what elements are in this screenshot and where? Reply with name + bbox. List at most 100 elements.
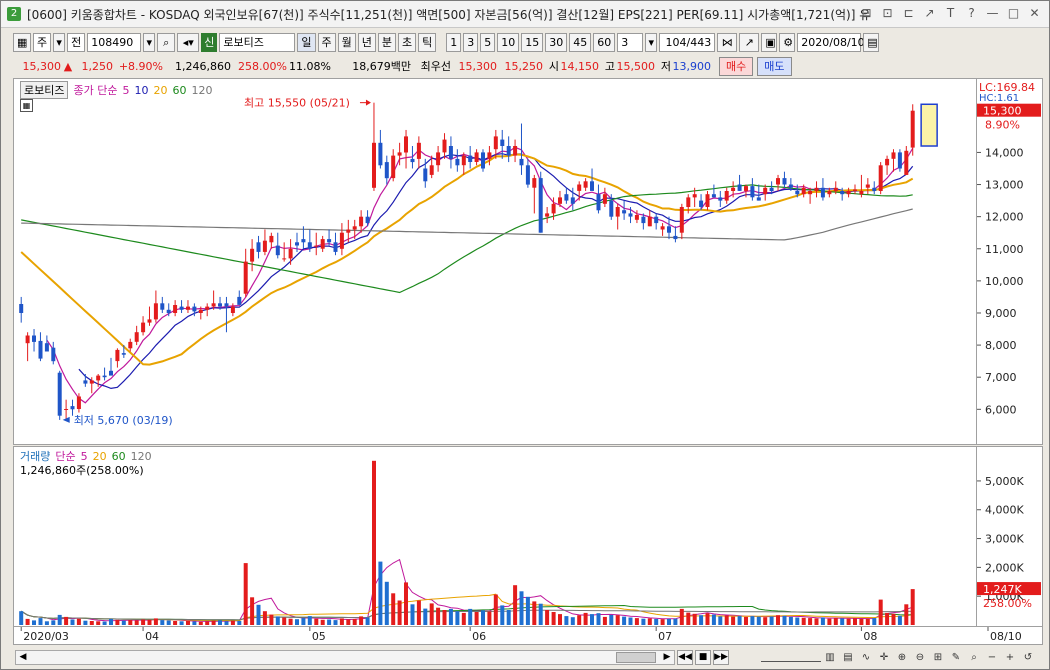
line-icon[interactable]: ∿ <box>861 652 871 663</box>
candle <box>455 149 460 172</box>
period-year-button[interactable]: 년 <box>357 32 376 52</box>
volume-bar <box>859 618 864 625</box>
settings-icon[interactable]: ⚙ <box>779 32 796 52</box>
period-second-button[interactable]: 초 <box>398 32 417 52</box>
candle-body <box>634 215 639 220</box>
candle <box>38 332 43 362</box>
horizontal-scrollbar[interactable]: ◀ ▶ <box>15 650 675 665</box>
minute-45-button[interactable]: 45 <box>569 32 592 52</box>
chevron-down-icon[interactable]: ▾ <box>53 32 66 52</box>
volume-bar <box>352 618 357 625</box>
date-label: 04 <box>145 630 159 643</box>
fit-icon[interactable]: ⊞ <box>933 652 943 663</box>
volume-bar <box>346 619 351 625</box>
scroll-left-icon[interactable]: ◀ <box>19 652 27 662</box>
volume-bar <box>38 618 43 625</box>
speaker-icon[interactable]: ◂▾ <box>177 32 200 52</box>
candle <box>493 129 498 159</box>
volume-bar <box>160 620 165 625</box>
date-input[interactable]: 2020/08/10 <box>797 32 865 52</box>
period-tick-button[interactable]: 틱 <box>418 32 437 52</box>
candle-body <box>230 306 235 313</box>
grid-icon[interactable]: ▦ <box>13 32 31 52</box>
candle <box>275 232 280 259</box>
interval-input[interactable]: 3 <box>617 32 644 52</box>
code-dropdown-icon[interactable]: ▾ <box>143 32 156 52</box>
help-icon[interactable]: ? <box>968 6 975 20</box>
legend-volume-name[interactable]: 거래량 <box>20 450 51 463</box>
interval-dropdown-icon[interactable]: ▾ <box>645 32 658 52</box>
candle-body <box>359 216 364 227</box>
candle <box>827 187 832 198</box>
zoom-slider[interactable] <box>761 652 821 662</box>
candle-body <box>885 158 890 166</box>
chart-type-select[interactable]: 주 <box>33 32 52 52</box>
candle <box>673 226 678 243</box>
minute-1-button[interactable]: 1 <box>446 32 462 52</box>
pct-tag: 8.90% <box>985 119 1020 132</box>
period-minute-button[interactable]: 분 <box>377 32 396 52</box>
text-icon[interactable]: T <box>946 6 955 20</box>
price-tick-label: 11,000 <box>985 243 1024 256</box>
crosshair-icon[interactable]: ✛ <box>879 652 889 663</box>
minute-30-button[interactable]: 30 <box>545 32 568 52</box>
link-chart-icon[interactable]: ⋈ <box>717 32 738 52</box>
minute-10-button[interactable]: 10 <box>497 32 520 52</box>
candle-body <box>602 194 607 204</box>
link-icon[interactable]: ⊡ <box>882 6 893 20</box>
popout-icon[interactable]: ↗ <box>924 6 935 20</box>
split-icon[interactable]: ⊏ <box>903 6 914 20</box>
prev-select[interactable]: 전 <box>67 32 86 52</box>
candle-icon[interactable]: ▥ <box>825 652 835 663</box>
candle <box>506 136 511 163</box>
sell-button[interactable]: 매도 <box>757 56 792 76</box>
trend-tool-icon[interactable]: ↗ <box>739 32 760 52</box>
scroll-right-icon[interactable]: ▶ <box>663 652 671 662</box>
volume-bar <box>269 614 274 625</box>
period-month-button[interactable]: 월 <box>337 32 356 52</box>
candle-body <box>51 347 56 362</box>
candle <box>224 296 229 333</box>
search-icon[interactable]: ⌕ <box>157 32 176 52</box>
close-button[interactable]: ✕ <box>1029 6 1040 20</box>
candle <box>44 335 49 352</box>
bar-icon[interactable]: ▤ <box>843 652 853 663</box>
minute-3-button[interactable]: 3 <box>463 32 479 52</box>
period-week-button[interactable]: 주 <box>317 32 336 52</box>
volume-bar <box>230 620 235 625</box>
save-icon[interactable]: ▣ <box>761 32 778 52</box>
calendar-icon[interactable]: ▤ <box>863 32 880 52</box>
legend-stock-name[interactable]: 로보티즈 <box>20 81 69 99</box>
zoom-in-icon[interactable]: ⊕ <box>897 652 907 663</box>
layout-icon[interactable]: ⊟ <box>861 6 872 20</box>
buy-button[interactable]: 매수 <box>719 56 754 76</box>
zoom-out-icon[interactable]: ⊖ <box>915 652 925 663</box>
volume-bar <box>448 608 453 625</box>
reset-icon[interactable]: ↺ <box>1023 652 1033 663</box>
candle <box>70 399 75 416</box>
period-day-button[interactable]: 일 <box>297 32 316 52</box>
minimize-button[interactable]: — <box>986 6 999 20</box>
volume-bar <box>885 612 890 625</box>
step-forward-icon[interactable]: ▶▶ <box>713 650 729 665</box>
candle <box>615 203 620 230</box>
volume-chart-pane[interactable]: 거래량 단순 5 20 60 120 1,246,860주(258.00%) <box>13 446 977 627</box>
maximize-button[interactable]: □ <box>1007 6 1020 20</box>
stock-code-input[interactable]: 108490 <box>87 32 142 52</box>
minute-15-button[interactable]: 15 <box>521 32 544 52</box>
candle-body <box>570 197 575 204</box>
step-back-icon[interactable]: ◀◀ <box>677 650 693 665</box>
draw-icon[interactable]: ✎ <box>951 652 961 663</box>
scroll-thumb[interactable] <box>616 652 656 663</box>
table-icon[interactable]: ▦ <box>20 99 33 112</box>
volume-bar <box>910 589 915 625</box>
candle-body <box>448 146 453 159</box>
minus-icon[interactable]: − <box>987 652 997 663</box>
minute-60-button[interactable]: 60 <box>593 32 616 52</box>
price-chart-pane[interactable]: 최고 15,550 (05/21) 최저 5,670 (03/19) 로보티즈 종… <box>13 78 977 445</box>
stop-icon[interactable]: ■ <box>695 650 711 665</box>
minute-5-button[interactable]: 5 <box>480 32 496 52</box>
magnify-icon[interactable]: ⌕ <box>971 652 977 663</box>
plus-icon[interactable]: + <box>1005 652 1015 663</box>
volume-bar <box>840 618 845 625</box>
